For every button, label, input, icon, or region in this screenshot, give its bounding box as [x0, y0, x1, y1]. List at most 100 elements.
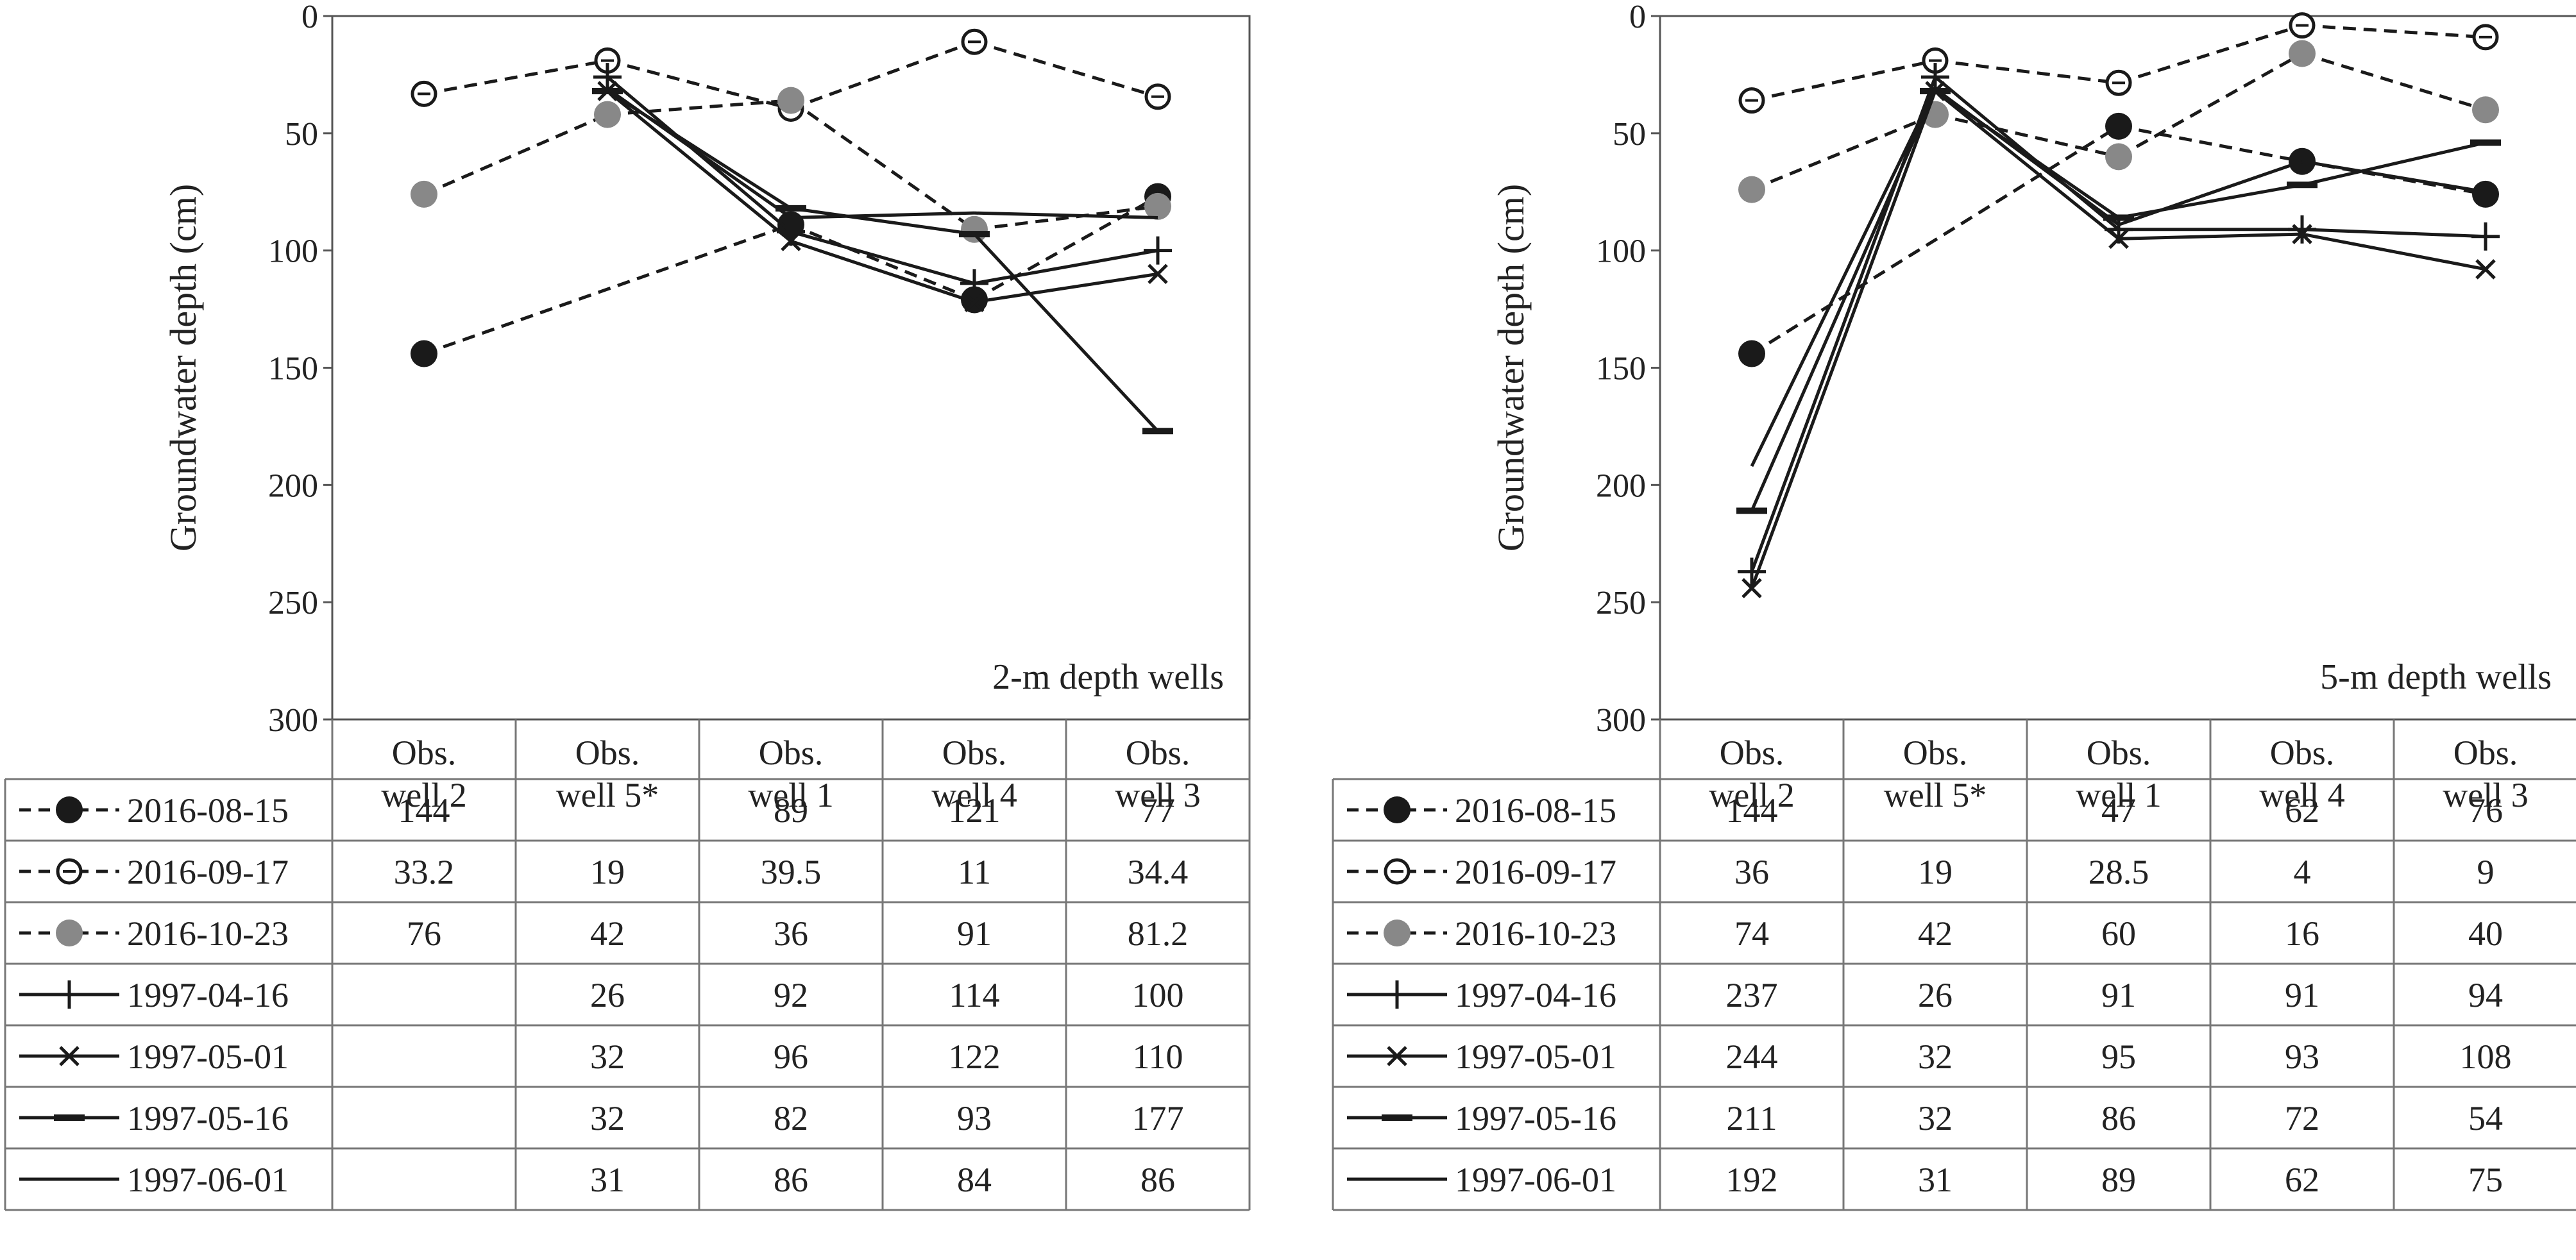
- series-segment: [1750, 90, 1937, 589]
- series-segment: [790, 230, 975, 285]
- series-2016-10-23: [1738, 40, 2499, 203]
- table-cell: 96: [774, 1037, 808, 1076]
- series-segment: [2117, 52, 2303, 158]
- data-table: Obs. well 2 Obs. well 5* Obs. well 1 Obs. well …: [1332, 719, 2576, 1211]
- series-segment: [2118, 160, 2303, 226]
- series-segment: [973, 233, 1159, 432]
- legend-key-2016-08-15: [19, 796, 119, 823]
- series-segment: [423, 113, 608, 196]
- legend-key-2016-09-17: [1347, 858, 1447, 885]
- column-header: Obs. well 3: [1115, 734, 1200, 814]
- legend-marker: [55, 980, 83, 1009]
- data-point-marker: [2475, 259, 2496, 280]
- series-segment: [790, 99, 976, 231]
- data-point-marker: [781, 231, 801, 251]
- data-point-marker: [2472, 96, 2499, 124]
- y-axis-label: Groundwater depth (cm): [1490, 184, 1532, 551]
- legend-label: 2016-09-17: [1455, 853, 1616, 891]
- data-point-marker: [777, 87, 804, 114]
- cross-b: [2475, 259, 2496, 280]
- data-point-marker: [1144, 236, 1172, 265]
- series-segment: [790, 211, 975, 219]
- series-segment: [2118, 24, 2303, 85]
- table-cell: 100: [1132, 976, 1184, 1014]
- legend-marker: [56, 858, 83, 885]
- legend-key-2016-08-15: [1347, 796, 1447, 823]
- y-tick-label: 200: [268, 467, 318, 504]
- table-cell: 122: [949, 1037, 1001, 1076]
- data-point-marker: [1738, 340, 1765, 367]
- y-tick-label: 300: [268, 702, 318, 739]
- data-point-marker: [593, 63, 622, 92]
- column-header: Obs. well 1: [748, 734, 833, 814]
- table-cell: 32: [590, 1099, 625, 1138]
- table-cell: 81.2: [1128, 914, 1189, 953]
- series-layer: [1736, 12, 2501, 598]
- data-point-marker: [961, 286, 988, 314]
- series-segment: [974, 211, 1158, 219]
- table-cell: 114: [949, 976, 1000, 1014]
- data-point-marker: [960, 269, 988, 298]
- table-cell: 94: [2468, 976, 2503, 1014]
- y-tick-label: 100: [1596, 233, 1646, 270]
- data-point-marker: [2470, 139, 2501, 146]
- series-segment: [423, 59, 608, 96]
- legend-label: 1997-05-01: [1455, 1037, 1616, 1076]
- data-point-marker: [961, 215, 988, 243]
- table-cell: 42: [590, 914, 625, 953]
- table-cell: 121: [949, 791, 1001, 830]
- data-point-marker: [411, 80, 437, 107]
- legend-key-1997-05-01: [19, 1046, 119, 1066]
- legend-label: 2016-08-15: [127, 791, 289, 830]
- legend-key-1997-05-16: [19, 1114, 119, 1121]
- series-segment: [2118, 183, 2303, 219]
- data-point-marker: [2287, 181, 2318, 189]
- series-segment: [1935, 58, 2119, 85]
- table-cell: 47: [2101, 791, 2136, 830]
- series-layer: [411, 28, 1173, 435]
- cross-b: [59, 1046, 80, 1066]
- data-point-marker: [2472, 180, 2499, 208]
- series-2016-09-17: [411, 28, 1171, 122]
- data-point-marker: [775, 205, 806, 212]
- series-1997-05-01: [597, 81, 1168, 312]
- cross-b: [1387, 1046, 1407, 1066]
- data-point-marker: [1144, 192, 1171, 220]
- data-point-marker: [2105, 112, 2132, 140]
- series-segment: [606, 87, 792, 219]
- chart-panel-2: 0 50 100 150 200 250 300 Groundwater depth (cm)…: [1332, 0, 2576, 1211]
- table-cell: 77: [1140, 791, 1175, 830]
- legend-label: 2016-10-23: [127, 914, 289, 953]
- y-tick-label: 150: [1596, 351, 1646, 387]
- series-1997-06-01: [1750, 87, 2486, 467]
- data-point-marker: [2103, 214, 2134, 221]
- series-1997-06-01: [606, 87, 1158, 219]
- table-cell: 84: [957, 1161, 992, 1199]
- table-cell: 40: [2468, 914, 2503, 953]
- column-header: Obs. well 3: [2443, 734, 2528, 814]
- legend-label: 2016-09-17: [127, 853, 289, 891]
- series-segment: [1750, 88, 1937, 467]
- data-point-marker: [1736, 507, 1767, 514]
- data-point-marker: [2105, 143, 2132, 171]
- legend-key-1997-05-16: [1347, 1114, 1447, 1121]
- legend-label: 1997-05-01: [127, 1037, 289, 1076]
- data-point-marker: [2472, 24, 2499, 51]
- data-point-marker: [594, 101, 621, 128]
- cross-b: [781, 231, 801, 251]
- table-cell: 62: [2285, 791, 2319, 830]
- y-tick-label: 50: [285, 116, 318, 153]
- series-segment: [974, 272, 1158, 304]
- table-cell: 4: [2294, 853, 2311, 891]
- panel-annotation: 2-m depth wells: [992, 657, 1224, 697]
- table-cell: 16: [2285, 914, 2319, 953]
- data-point-marker: [959, 231, 990, 238]
- cross-b: [964, 292, 985, 312]
- series-segment: [2301, 141, 2486, 187]
- table-cell: 31: [590, 1161, 625, 1199]
- series-segment: [1750, 90, 1937, 512]
- column-header: Obs. well 5*: [1884, 734, 1987, 814]
- table-cell: 34.4: [1128, 853, 1189, 891]
- series-segment: [973, 195, 1159, 301]
